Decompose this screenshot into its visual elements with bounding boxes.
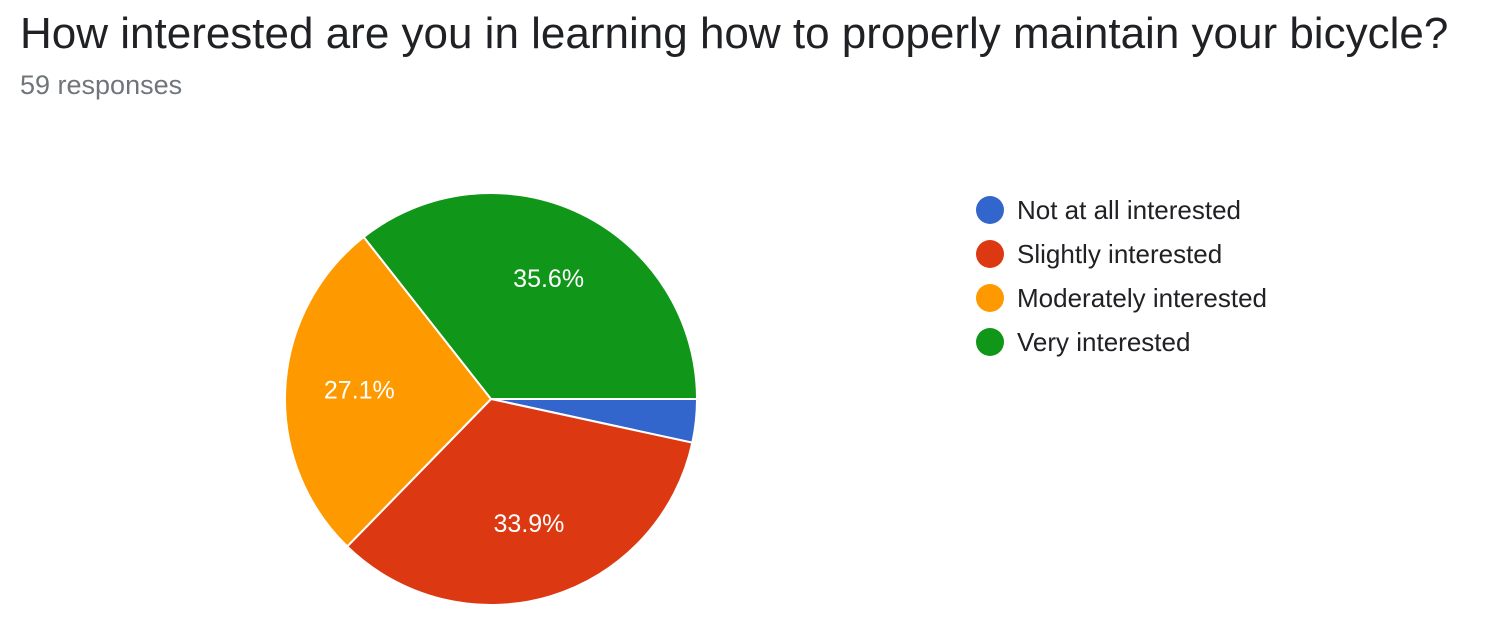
response-count: 59 responses — [20, 70, 183, 100]
legend-item-moderately-interested[interactable]: Moderately interested — [976, 276, 1267, 320]
legend-marker-icon — [976, 284, 1004, 312]
slice-label-very-interested: 35.6% — [513, 265, 584, 293]
legend-label: Moderately interested — [1017, 282, 1268, 313]
pie-slice-moderately-interested[interactable] — [284, 235, 493, 548]
legend-label: Slightly interested — [1017, 238, 1223, 269]
pie-slice-very-interested[interactable] — [362, 192, 699, 400]
legend-marker-icon — [976, 240, 1004, 268]
legend-marker-icon — [976, 328, 1004, 356]
legend-item-not-at-all-interested[interactable]: Not at all interested — [976, 188, 1267, 232]
pie-slices — [284, 192, 699, 606]
legend-marker-icon — [976, 196, 1004, 224]
slice-label-moderately-interested: 27.1% — [324, 377, 395, 405]
slice-label-slightly-interested: 33.9% — [494, 510, 565, 538]
legend-label: Very interested — [1017, 326, 1191, 357]
chart-legend: Not at all interested Slightly intereste… — [976, 188, 1267, 364]
legend-item-slightly-interested[interactable]: Slightly interested — [976, 232, 1267, 276]
legend-label: Not at all interested — [1017, 194, 1242, 225]
chart-title: How interested are you in learning how t… — [20, 9, 1449, 58]
legend-item-very-interested[interactable]: Very interested — [976, 320, 1267, 364]
pie-slice-slightly-interested[interactable] — [345, 397, 694, 606]
pie-slice-labels: 33.9% 27.1% 35.6% — [324, 265, 584, 538]
